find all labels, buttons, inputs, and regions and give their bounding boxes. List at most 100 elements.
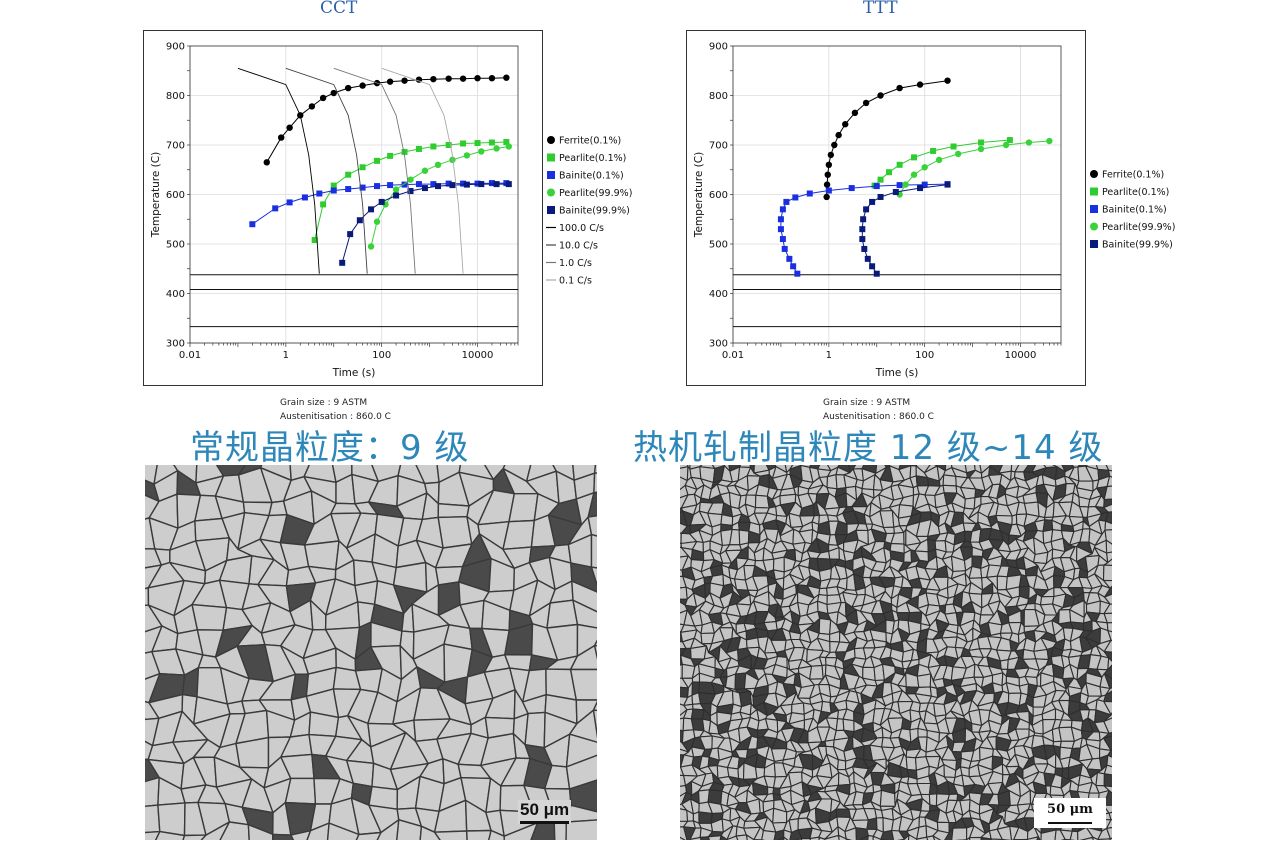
cct-series-pearlite-0-1-point (345, 171, 352, 178)
grain (690, 708, 705, 720)
grain (838, 834, 848, 840)
grain (1106, 827, 1112, 840)
grain (1103, 558, 1112, 566)
ttt-series-bainite-99-9-point (917, 185, 924, 192)
cct-series-pearlite-99-9-point (478, 148, 485, 155)
grain (524, 711, 546, 749)
cct-legend-bainite-0-1-marker (547, 171, 555, 179)
cct-x-tick-label: 1 (283, 350, 289, 361)
cct-legend-bainite-0-1-label: Bainite(0.1%) (559, 171, 624, 182)
grain (826, 474, 838, 490)
grain (916, 673, 932, 688)
cct-series-pearlite-0-1-point (320, 201, 327, 208)
ttt-series-bainite-99-9-point (860, 216, 867, 223)
grain (154, 830, 186, 840)
cct-legend-bainite-99-9-marker (547, 206, 555, 214)
ttt-series-pearlite-99-9-point (921, 164, 928, 171)
grain (247, 824, 274, 840)
grain (433, 830, 468, 840)
grain (1058, 609, 1072, 625)
cct-series-ferrite-0-1-point (286, 124, 293, 131)
ttt-y-tick-label: 600 (709, 190, 728, 201)
grain (1105, 539, 1112, 554)
ttt-series-ferrite-0-1-point (835, 131, 842, 139)
ttt-legend-ferrite-0-1-label: Ferrite(0.1%) (1102, 170, 1164, 181)
ttt-series-pearlite-0-1-point (877, 176, 884, 183)
ttt-x-axis-label: Time (s) (875, 367, 919, 379)
ttt-series-bainite-99-9-point (863, 206, 870, 213)
grain (879, 789, 896, 807)
cct-series-pearlite-99-9-point (407, 176, 414, 183)
ttt-series-bainite-0-1-point (921, 181, 928, 188)
grain (916, 836, 929, 840)
grain (783, 836, 789, 840)
grain (376, 819, 400, 840)
cct-series-pearlite-0-1-point (359, 164, 366, 171)
cct-series-pearlite-99-9-point (493, 145, 500, 152)
grain (761, 830, 777, 840)
ttt-series-ferrite-0-1-point (825, 161, 833, 168)
grain (303, 540, 340, 571)
ttt-series-ferrite-0-1-point (896, 84, 903, 92)
cct-grain-size: Grain size : 9 ASTM (280, 398, 368, 408)
cct-chart: 0.01 1 100 10000 300 400 500 600 700 800 900 Time (… (143, 30, 632, 386)
ttt-x-tick-label: 0.01 (722, 350, 744, 361)
ttt-series-bainite-99-9-point (864, 255, 871, 262)
ttt-series-pearlite-0-1-point (978, 139, 985, 146)
grain (157, 802, 186, 837)
cct-series-ferrite-0-1-point (474, 74, 481, 82)
cct-series-ferrite-0-1-point (359, 82, 366, 89)
grain (1104, 593, 1112, 605)
ttt-series-pearlite-0-1-point (930, 147, 937, 154)
grain (590, 566, 597, 587)
grain (306, 822, 330, 840)
cct-series-bainite-0-1-point (249, 221, 256, 228)
grain (508, 493, 539, 523)
cct-series-bainite-99-9-point (478, 181, 485, 188)
ttt-series-bainite-99-9-point (859, 236, 866, 243)
grain (1102, 731, 1112, 739)
grain (866, 817, 878, 831)
micrograph-right: 50 μm (680, 465, 1112, 840)
grain (568, 779, 597, 813)
cct-series-ferrite-0-1-point (401, 77, 408, 84)
cct-series-ferrite-0-1-point (430, 75, 437, 83)
grain (587, 515, 597, 537)
ttt-y-axis-label: Temperature (C) (693, 152, 705, 238)
ttt-legend-pearlite-0-1-label: Pearlite(0.1%) (1102, 187, 1169, 198)
ttt-series-pearlite-99-9-point (954, 150, 962, 158)
ttt-series-bainite-0-1-point (786, 255, 793, 262)
grain (707, 835, 722, 840)
grain (1033, 648, 1050, 661)
grain (437, 516, 473, 549)
grain (592, 700, 597, 712)
grain (1103, 700, 1112, 716)
cct-legend-10-0-c-s-label: 10.0 C/s (559, 241, 598, 252)
ttt-series-pearlite-0-1-point (896, 161, 903, 168)
ttt-series-pearlite-0-1-point (1006, 137, 1013, 144)
grain (235, 736, 270, 769)
grain (880, 838, 890, 840)
grain (845, 838, 852, 840)
cct-series-pearlite-99-9-point (392, 186, 400, 193)
ttt-series-bainite-0-1-point (783, 198, 790, 205)
cct-series-pearlite-99-9-point (373, 218, 381, 225)
grain (735, 834, 748, 840)
ttt-series-ferrite-0-1-point (823, 193, 830, 201)
ttt-series-ferrite-0-1-point (827, 151, 835, 159)
grain (783, 829, 793, 840)
cct-legend-1-0-c-s-label: 1.0 C/s (559, 258, 592, 269)
ttt-series-pearlite-99-9-point (935, 156, 943, 164)
grain (1095, 772, 1105, 787)
cct-x-axis-label: Time (s) (332, 367, 376, 379)
grain (1107, 630, 1112, 642)
ttt-series-bainite-99-9-point (944, 181, 951, 188)
grain (1105, 511, 1112, 525)
cct-legend-bainite-99-9-label: Bainite(99.9%) (559, 206, 630, 217)
cct-series-bainite-99-9-point (339, 259, 346, 266)
cct-y-tick-label: 800 (166, 91, 185, 102)
caption-left: 常规晶粒度：9 级 (190, 428, 470, 468)
ttt-series-bainite-0-1-point (848, 185, 855, 192)
grain (466, 829, 492, 840)
grain (690, 718, 705, 732)
